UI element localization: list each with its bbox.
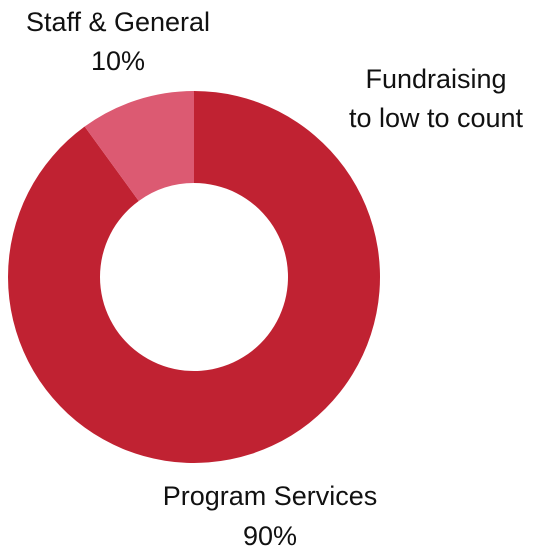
- slice-program-services: [7, 91, 380, 463]
- slice-value-staff-general: 10%: [91, 46, 145, 76]
- slice-label-fundraising: Fundraising: [365, 64, 506, 94]
- slice-value-fundraising: to low to count: [349, 103, 524, 133]
- slice-label-staff-general: Staff & General: [26, 7, 210, 37]
- slice-value-program-services: 90%: [243, 521, 297, 551]
- slice-staff-general: [84, 91, 194, 201]
- donut-slices: [7, 91, 380, 463]
- slice-label-program-services: Program Services: [163, 481, 378, 511]
